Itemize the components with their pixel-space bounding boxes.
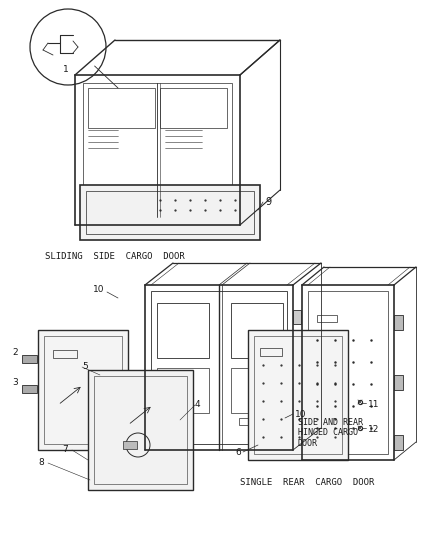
Text: 12: 12 xyxy=(368,425,379,434)
Bar xyxy=(44,336,122,444)
Text: 5: 5 xyxy=(82,362,88,371)
Bar xyxy=(83,83,232,217)
Bar xyxy=(239,418,259,425)
Bar xyxy=(248,330,348,460)
Bar xyxy=(293,435,301,449)
Bar xyxy=(260,348,282,356)
Text: 9: 9 xyxy=(265,197,271,207)
Text: 10: 10 xyxy=(93,285,105,294)
Bar xyxy=(160,88,227,128)
Text: 3: 3 xyxy=(12,378,18,387)
Bar xyxy=(157,368,209,413)
Bar xyxy=(254,336,342,454)
Bar xyxy=(38,330,128,450)
Bar xyxy=(293,375,301,389)
Bar xyxy=(394,375,403,390)
Bar xyxy=(231,368,283,413)
Bar xyxy=(22,355,37,363)
Bar xyxy=(123,441,137,449)
Text: 6: 6 xyxy=(235,448,241,457)
Text: 1: 1 xyxy=(63,65,69,74)
Text: SINGLE  REAR  CARGO  DOOR: SINGLE REAR CARGO DOOR xyxy=(240,478,374,487)
Bar xyxy=(165,418,185,425)
Bar xyxy=(88,370,193,490)
Text: SIDE AND REAR
HINGED CARGO
DOOR: SIDE AND REAR HINGED CARGO DOOR xyxy=(298,418,363,448)
Bar xyxy=(22,385,37,393)
Text: 2: 2 xyxy=(12,348,18,357)
Bar xyxy=(308,291,388,454)
Bar xyxy=(394,435,403,450)
Bar xyxy=(231,303,283,358)
Bar xyxy=(157,303,209,358)
Bar xyxy=(293,310,301,324)
Bar xyxy=(86,191,254,234)
Bar xyxy=(151,291,287,444)
Bar xyxy=(94,376,187,484)
Bar xyxy=(53,350,77,358)
Text: SLIDING  SIDE  CARGO  DOOR: SLIDING SIDE CARGO DOOR xyxy=(45,252,185,261)
Text: 8: 8 xyxy=(38,458,44,467)
Bar xyxy=(394,315,403,330)
Bar xyxy=(88,88,155,128)
Text: 7: 7 xyxy=(62,445,68,454)
Text: 11: 11 xyxy=(368,400,379,409)
Text: 10: 10 xyxy=(295,410,307,419)
Bar xyxy=(80,185,260,240)
Bar xyxy=(317,315,337,322)
Text: 4: 4 xyxy=(195,400,201,409)
